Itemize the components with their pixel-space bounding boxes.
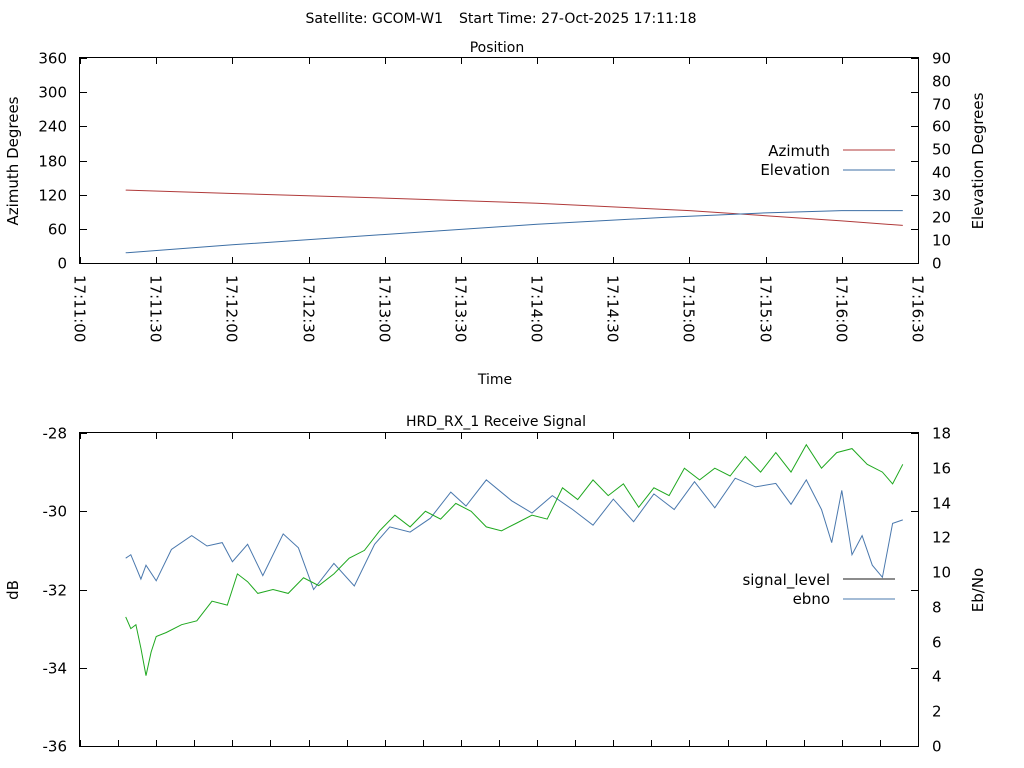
pos-ytick-label: 180 bbox=[38, 153, 67, 171]
pos-xtick-label: 17:16:30 bbox=[909, 275, 927, 342]
sig-y2tick-label: 16 bbox=[932, 460, 951, 478]
pos-ytick-label: 120 bbox=[38, 187, 67, 205]
pos-ytick-label: 300 bbox=[38, 84, 67, 102]
pos-y2tick-label: 60 bbox=[932, 118, 951, 136]
position-chart-title: Position bbox=[470, 40, 525, 56]
legend-signal-level-label: signal_level bbox=[742, 571, 830, 590]
pos-xtick-label: 17:14:00 bbox=[528, 275, 546, 342]
pos-y2tick-label: 0 bbox=[932, 255, 942, 273]
sig-y2tick-label: 14 bbox=[932, 495, 951, 513]
pos-xtick-label: 17:12:30 bbox=[300, 275, 318, 342]
sig-y2tick-label: 0 bbox=[932, 738, 942, 756]
pos-xtick-label: 17:16:00 bbox=[833, 275, 851, 342]
sig-y2tick-label: 10 bbox=[932, 564, 951, 582]
pos-xtick-label: 17:13:00 bbox=[376, 275, 394, 342]
legend-azimuth-label: Azimuth bbox=[768, 142, 830, 160]
legend-ebno-label: ebno bbox=[793, 590, 830, 608]
pos-y2tick-label: 20 bbox=[932, 209, 951, 227]
sig-y2tick-label: 18 bbox=[932, 425, 951, 443]
pos-ytick-label: 240 bbox=[38, 118, 67, 136]
sig-y2tick-label: 12 bbox=[932, 529, 951, 547]
legend-elevation-label: Elevation bbox=[760, 161, 830, 179]
pos-xtick-label: 17:15:30 bbox=[757, 275, 775, 342]
receive-signal-chart: HRD_RX_1 Receive Signal -36-34-32-30-28 … bbox=[4, 414, 987, 756]
sig-y2tick-label: 8 bbox=[932, 599, 942, 617]
sig-ytick-label: -30 bbox=[43, 503, 68, 521]
sig-y2tick-label: 4 bbox=[932, 668, 942, 686]
pos-y2tick-label: 80 bbox=[932, 73, 951, 91]
receive-legend: signal_level ebno bbox=[742, 571, 895, 608]
start-time-label: Start Time: 27-Oct-2025 17:11:18 bbox=[459, 11, 697, 27]
position-legend: Azimuth Elevation bbox=[760, 142, 895, 179]
series-unlabeled-line bbox=[125, 443, 904, 676]
series-elevation-line bbox=[125, 210, 903, 254]
position-ylabel: Azimuth Degrees bbox=[4, 96, 22, 225]
sig-ytick-label: -28 bbox=[43, 425, 68, 443]
sig-ytick-label: -34 bbox=[43, 660, 68, 678]
series-ebno-line bbox=[125, 477, 903, 591]
receive-y2label: Eb/No bbox=[969, 568, 987, 612]
position-chart: Position 0 60 120 180 240 300 360 0 10 20 30 40 50 6… bbox=[4, 40, 987, 388]
pos-y2tick-label: 90 bbox=[932, 50, 951, 68]
receive-plot-frame bbox=[79, 432, 919, 747]
position-y2label: Elevation Degrees bbox=[969, 92, 987, 229]
position-xlabel: Time bbox=[477, 372, 512, 388]
pos-xtick-label: 17:11:30 bbox=[147, 275, 165, 342]
pos-y2tick-label: 70 bbox=[932, 96, 951, 114]
sig-ytick-label: -32 bbox=[43, 582, 68, 600]
sig-y2tick-label: 2 bbox=[932, 703, 942, 721]
pos-xtick-label: 17:15:00 bbox=[680, 275, 698, 342]
pos-ytick-label: 0 bbox=[57, 255, 67, 273]
pos-ytick-label: 60 bbox=[48, 221, 67, 239]
pos-ytick-label: 360 bbox=[38, 50, 67, 68]
pos-y2tick-label: 40 bbox=[932, 164, 951, 182]
series-azimuth-line bbox=[125, 189, 903, 226]
sig-ytick-label: -36 bbox=[43, 738, 68, 756]
pos-xtick-label: 17:12:00 bbox=[223, 275, 241, 342]
position-plot-frame bbox=[79, 57, 919, 264]
receive-ylabel: dB bbox=[4, 580, 22, 600]
sig-y2tick-label: 6 bbox=[932, 634, 942, 652]
pos-xtick-label: 17:14:30 bbox=[604, 275, 622, 342]
receive-signal-chart-title: HRD_RX_1 Receive Signal bbox=[406, 414, 586, 430]
pos-y2tick-label: 30 bbox=[932, 187, 951, 205]
pos-y2tick-label: 10 bbox=[932, 232, 951, 250]
pos-xtick-label: 17:11:00 bbox=[71, 275, 89, 342]
pos-y2tick-label: 50 bbox=[932, 141, 951, 159]
pos-xtick-label: 17:13:30 bbox=[452, 275, 470, 342]
satellite-label: Satellite: GCOM-W1 bbox=[306, 11, 443, 27]
